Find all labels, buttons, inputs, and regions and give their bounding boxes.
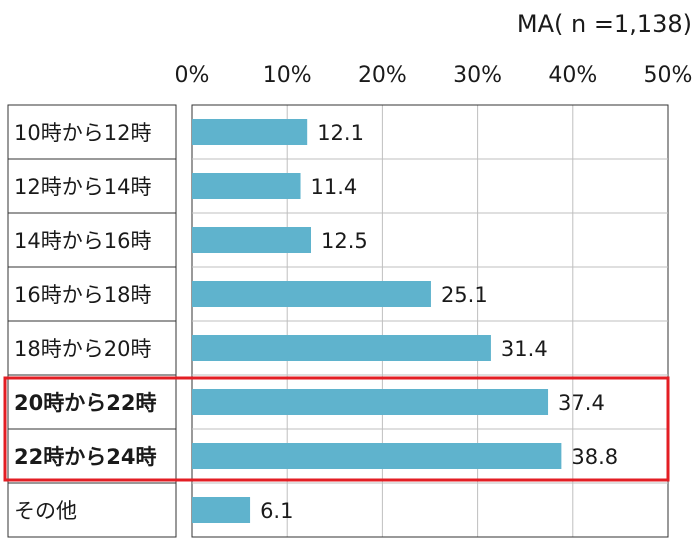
value-labels: 12.1 11.4 12.5 25.1 31.4 37.4 38.8 6.1	[260, 121, 618, 523]
chart-frame	[7, 104, 669, 538]
category-label: 12時から14時	[14, 175, 151, 199]
x-tick-label: 30%	[453, 63, 502, 88]
x-tick-label: 0%	[175, 63, 210, 88]
category-label: 22時から24時	[14, 445, 156, 469]
bars	[192, 119, 562, 523]
highlight-box	[3, 376, 670, 482]
x-tick-label: 40%	[548, 63, 597, 88]
x-tick-label: 20%	[358, 63, 407, 88]
value-label: 38.8	[571, 445, 618, 469]
bar	[192, 335, 491, 361]
x-tick-label: 10%	[263, 63, 312, 88]
value-label: 12.5	[321, 229, 368, 253]
bar	[192, 497, 251, 523]
x-tick-label: 50%	[644, 63, 693, 88]
category-labels: 10時から12時 12時から14時 14時から16時 16時から18時 18時から20時…	[14, 121, 156, 523]
sample-size-note: MA( n =1,138)	[517, 10, 692, 38]
value-label: 11.4	[311, 175, 358, 199]
category-label: 18時から20時	[14, 337, 151, 361]
value-label: 37.4	[558, 391, 605, 415]
bar	[192, 281, 431, 307]
category-label: その他	[14, 499, 77, 523]
highlight-box-group	[3, 376, 670, 482]
bar	[192, 119, 308, 145]
value-label: 6.1	[260, 499, 293, 523]
bar	[192, 173, 301, 199]
category-label: 20時から22時	[14, 391, 156, 415]
category-label: 16時から18時	[14, 283, 151, 307]
x-axis-ticks: 0% 10% 20% 30% 40% 50%	[175, 63, 693, 88]
bar	[192, 389, 549, 415]
value-label: 25.1	[441, 283, 488, 307]
category-label: 10時から12時	[14, 121, 151, 145]
value-label: 31.4	[501, 337, 548, 361]
value-label: 12.1	[317, 121, 364, 145]
category-label: 14時から16時	[14, 229, 151, 253]
bar	[192, 227, 311, 253]
bar	[192, 443, 562, 469]
